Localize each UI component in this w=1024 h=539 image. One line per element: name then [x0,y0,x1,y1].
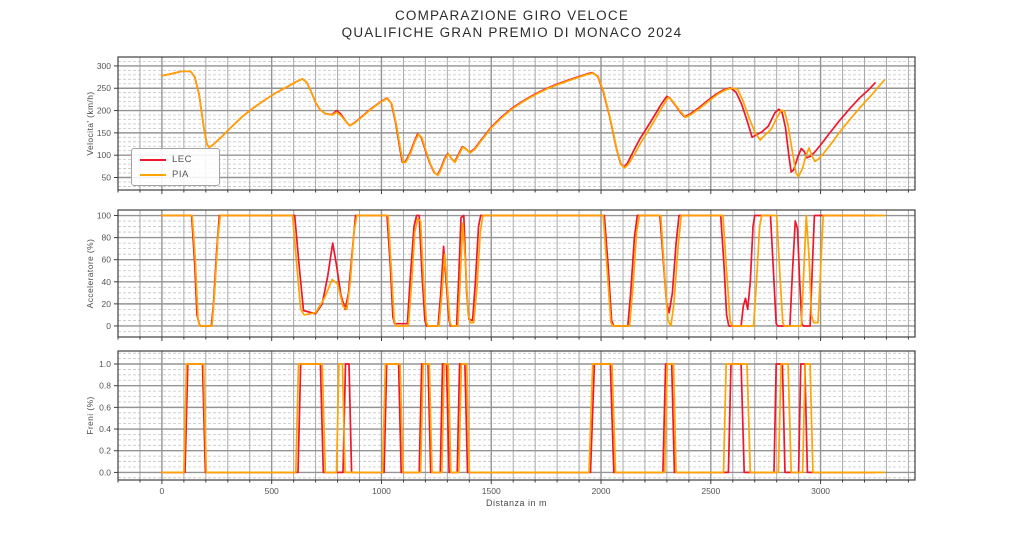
velocita-ylabel: Velocita' (km/h) [85,91,95,155]
velocita-ytick-label: 100 [97,150,111,160]
chart-title-line2: QUALIFICHE GRAN PREMIO DI MONACO 2024 [341,25,683,40]
xtick-label: 1000 [372,486,391,496]
xtick-label: 1500 [482,486,501,496]
acceleratore-ylabel: Acceleratore (%) [85,239,95,309]
freni-ytick-label: 0.4 [99,424,111,434]
legend: LEC PIA [131,148,220,186]
velocita-ytick-label: 150 [97,128,111,138]
pia-line-swatch [140,173,166,176]
velocita-subplot: 50 100 150 200 250 300 Velocita' (km/h) [85,56,916,194]
freni-ylabel: Freni (%) [85,396,95,435]
freni-ytick-label: 0.6 [99,402,111,412]
acceleratore-ytick-label: 40 [102,277,112,287]
velocita-ytick-label: 300 [97,61,111,71]
acceleratore-ytick-label: 80 [102,233,112,243]
legend-item-lec: LEC [132,154,219,165]
freni-ytick-label: 0.8 [99,381,111,391]
acceleratore-ytick-label: 0 [106,321,111,331]
acceleratore-ytick-label: 60 [102,255,112,265]
freni-pia-line [161,363,886,474]
freni-ytick-label: 0.0 [99,467,111,477]
x-axis-label: Distanza in m [485,498,548,508]
xtick-label: 0 [160,486,165,496]
velocita-ytick-label: 200 [97,106,111,116]
xtick-label: 3000 [811,486,830,496]
freni-subplot: 0.0 0.2 0.4 0.6 0.8 1.0 Freni (%) 0 500 1000 1500 2… [85,350,916,496]
chart-title-line1: COMPARAZIONE GIRO VELOCE [394,8,630,23]
freni-ytick-label: 0.2 [99,446,111,456]
velocita-pia-line [161,70,886,178]
acceleratore-pia-line [161,214,886,327]
legend-item-pia: PIA [132,169,219,180]
legend-label-lec: LEC [172,154,192,165]
legend-label-pia: PIA [172,169,189,180]
acceleratore-ytick-label: 20 [102,299,112,309]
xtick-label: 2000 [592,486,611,496]
freni-ytick-label: 1.0 [99,359,111,369]
lec-line-swatch [140,158,166,161]
xtick-label: 500 [265,486,279,496]
velocita-ytick-label: 50 [102,173,112,183]
velocita-ytick-label: 250 [97,83,111,93]
acceleratore-subplot: 0 20 40 60 80 100 Acceleratore (%) [85,209,916,341]
chart-title: COMPARAZIONE GIRO VELOCE QUALIFICHE GRAN… [0,7,1024,41]
xtick-label: 2500 [701,486,720,496]
acceleratore-ytick-label: 100 [97,211,111,221]
